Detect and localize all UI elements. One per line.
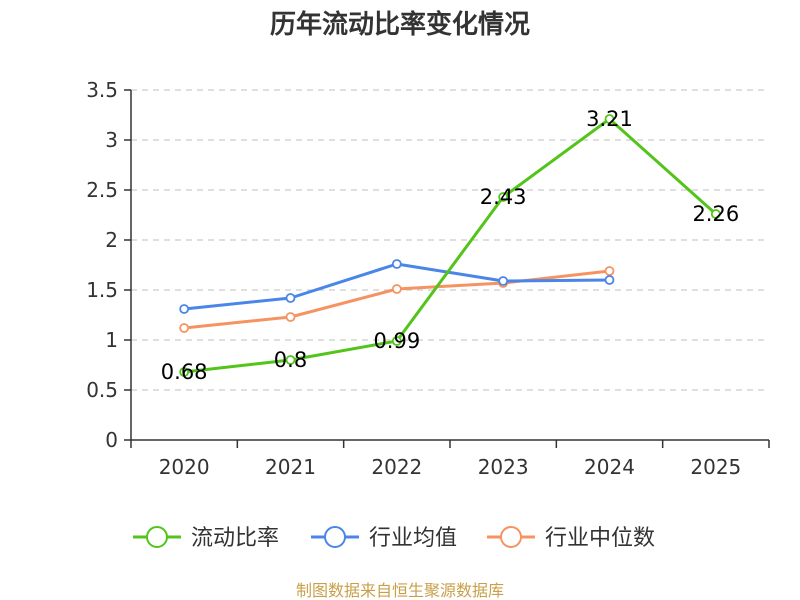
legend: 流动比率 行业均值 行业中位数 xyxy=(133,526,655,551)
x-tick-label: 2025 xyxy=(690,455,741,479)
legend-label: 行业均值 xyxy=(369,526,457,551)
data-label: 2.43 xyxy=(480,185,527,209)
legend-marker xyxy=(146,526,168,548)
y-tick-label: 3 xyxy=(105,128,118,152)
data-point xyxy=(391,284,402,294)
y-tick-label: 1.5 xyxy=(86,278,118,302)
data-label: 0.8 xyxy=(274,348,307,372)
data-label: 2.26 xyxy=(692,202,739,226)
x-tick-label: 2021 xyxy=(265,455,316,479)
data-point xyxy=(391,259,402,269)
data-point xyxy=(498,276,509,286)
series-group xyxy=(179,114,721,377)
axes xyxy=(130,90,769,441)
y-tick-label: 2 xyxy=(105,228,118,252)
source-note: 制图数据来自恒生聚源数据库 xyxy=(296,581,504,600)
data-point xyxy=(604,114,615,124)
legend-marker xyxy=(500,526,522,548)
data-point xyxy=(285,312,296,322)
y-tick-label: 3.5 xyxy=(86,78,118,102)
y-axis-ticks: 0 0.5 1 1.5 2 2.5 3 3.5 xyxy=(86,78,131,452)
data-point xyxy=(179,367,190,377)
data-label: 3.21 xyxy=(586,107,633,131)
series-line-0 xyxy=(183,117,717,374)
data-point xyxy=(179,323,190,333)
data-label: 0.99 xyxy=(373,329,420,353)
x-tick-label: 2024 xyxy=(584,455,635,479)
data-point xyxy=(498,192,509,202)
legend-label: 行业中位数 xyxy=(545,526,655,551)
x-tick-label: 2020 xyxy=(159,455,210,479)
data-point xyxy=(391,336,402,346)
legend-marker xyxy=(324,526,346,548)
x-axis-ticks: 2020 2021 2022 2023 2024 2025 xyxy=(130,440,770,479)
data-point xyxy=(285,355,296,365)
data-point xyxy=(604,275,615,285)
y-tick-label: 1 xyxy=(105,328,118,352)
legend-label: 流动比率 xyxy=(191,526,279,551)
data-point xyxy=(604,266,615,276)
grid-lines xyxy=(131,89,769,391)
data-point xyxy=(285,293,296,303)
data-point xyxy=(179,304,190,314)
chart-title: 历年流动比率变化情况 xyxy=(270,9,530,40)
y-tick-label: 2.5 xyxy=(86,178,118,202)
data-label: 0.68 xyxy=(161,360,208,384)
y-tick-label: 0 xyxy=(105,428,118,452)
data-labels: 0.68 0.8 0.99 2.43 3.21 2.26 xyxy=(161,107,739,384)
x-tick-label: 2022 xyxy=(371,455,422,479)
y-tick-label: 0.5 xyxy=(86,378,118,402)
data-point xyxy=(710,209,721,219)
x-tick-label: 2023 xyxy=(478,455,529,479)
